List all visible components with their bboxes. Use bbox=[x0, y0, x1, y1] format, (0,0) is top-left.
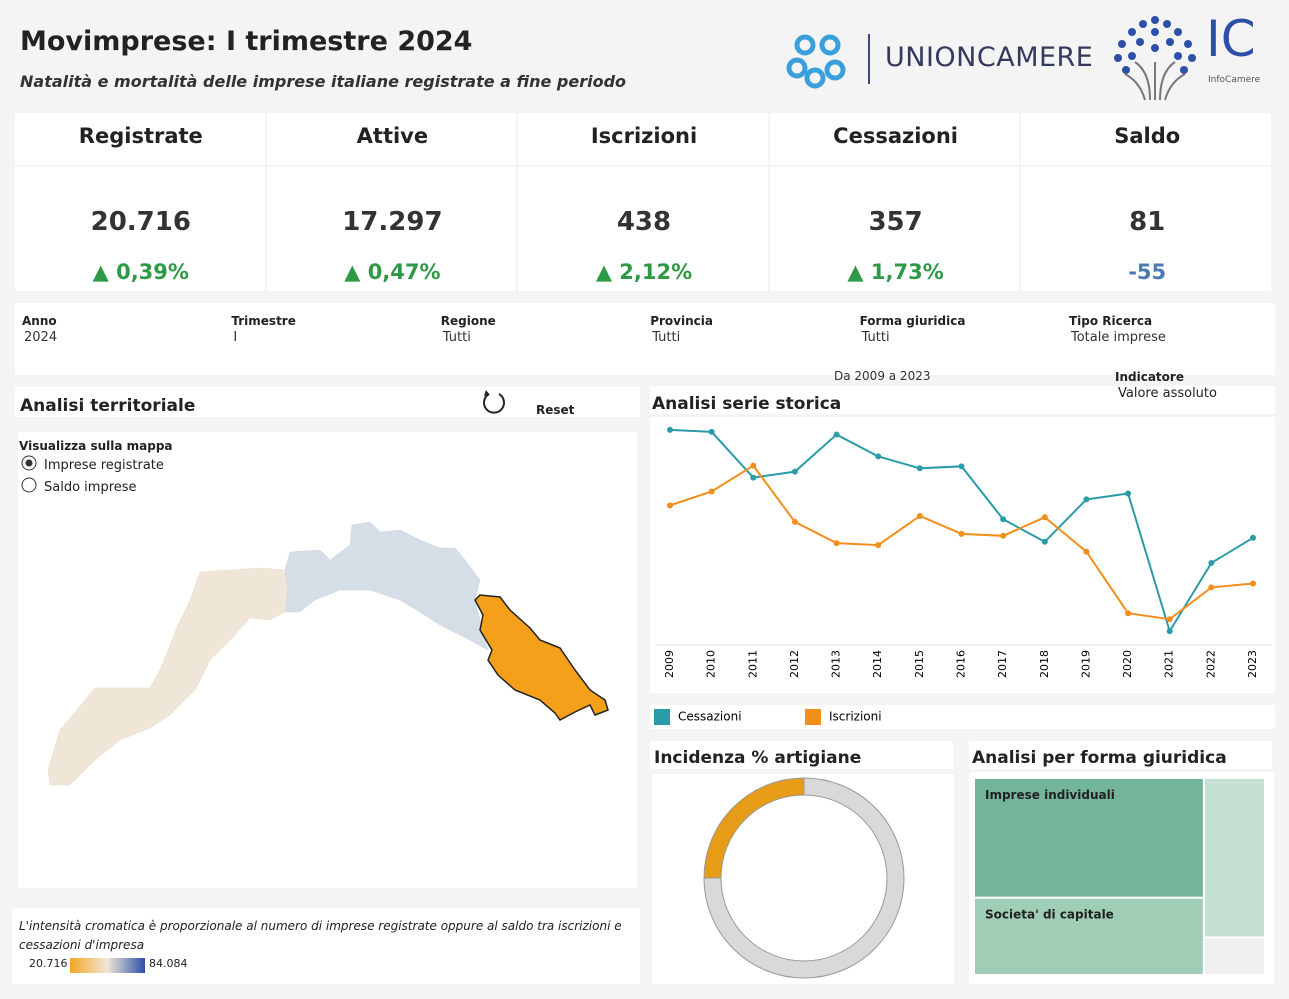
kpi-change-value: 0,47% bbox=[367, 260, 441, 284]
map-note: L'intensità cromatica è proporzionale al… bbox=[19, 919, 622, 952]
line-header bbox=[650, 386, 1275, 414]
filter-value: Tutti bbox=[442, 330, 471, 345]
treemap-title: Analisi per forma giuridica bbox=[972, 748, 1227, 768]
kpi-change-value: 2,12% bbox=[619, 260, 693, 284]
kpi-label: Saldo bbox=[1114, 124, 1181, 148]
filter-label: Trimestre bbox=[231, 314, 296, 328]
kpi-change: ▲ 0,39% bbox=[15, 260, 267, 284]
kpi-value-cell bbox=[518, 167, 768, 291]
map-option[interactable]: Imprese registrate bbox=[44, 458, 164, 473]
map-title: Analisi territoriale bbox=[20, 396, 196, 416]
title: Movimprese: I trimestre 2024 bbox=[20, 26, 473, 57]
kpi-label: Registrate bbox=[78, 124, 203, 148]
treemap-header bbox=[969, 741, 1272, 769]
reset-icon[interactable] bbox=[480, 388, 508, 416]
up-arrow: ▲ bbox=[344, 260, 368, 284]
kpi-change: -55 bbox=[1021, 260, 1273, 284]
line-panel bbox=[650, 417, 1275, 693]
kpi-value: 20.716 bbox=[90, 207, 191, 237]
kpi-header-cell bbox=[769, 113, 1020, 165]
kpi-value: 357 bbox=[868, 207, 923, 237]
radio-dot bbox=[25, 459, 33, 467]
kpi-change-value: 1,73% bbox=[870, 260, 944, 284]
up-arrow: ▲ bbox=[92, 260, 117, 284]
logo-divider bbox=[868, 34, 870, 84]
map-option[interactable]: Saldo imprese bbox=[44, 480, 137, 495]
map-panel bbox=[18, 432, 637, 888]
kpi-value-cell bbox=[769, 167, 1020, 291]
period: Da 2009 a 2023 bbox=[834, 369, 931, 383]
reset-button[interactable]: Reset bbox=[536, 403, 575, 417]
filter-value: Tutti bbox=[861, 330, 890, 345]
logo-mark bbox=[786, 34, 846, 89]
filter-value: Totale imprese bbox=[1071, 330, 1166, 345]
logo-ic: IC bbox=[1206, 10, 1256, 68]
kpi-header-cell bbox=[518, 113, 768, 165]
filter-label: Provincia bbox=[650, 314, 713, 328]
kpi-value: 81 bbox=[1129, 207, 1166, 237]
radio-group bbox=[21, 455, 37, 493]
kpi-label: Attive bbox=[356, 124, 429, 148]
kpi-change: ▲ 2,12% bbox=[518, 260, 770, 284]
radio[interactable] bbox=[21, 477, 37, 493]
map-options-title: Visualizza sulla mappa bbox=[19, 439, 173, 453]
kpi-label: Iscrizioni bbox=[590, 124, 698, 148]
filter-label: Tipo Ricerca bbox=[1069, 314, 1153, 328]
kpi-change: ▲ 1,73% bbox=[770, 260, 1022, 284]
filter-label: Forma giuridica bbox=[859, 314, 966, 328]
kpi-value-cell bbox=[266, 167, 517, 291]
legend-max: 84.084 bbox=[149, 957, 188, 970]
kpi-value: 438 bbox=[616, 207, 672, 237]
kpi-change-value: -55 bbox=[1128, 260, 1167, 284]
kpi-change-value: 0,39% bbox=[116, 260, 189, 284]
logo-tree bbox=[1114, 16, 1196, 101]
subtitle: Natalità e mortalità delle imprese itali… bbox=[20, 72, 627, 91]
kpi-value: 17.297 bbox=[342, 207, 443, 237]
legend-gradient bbox=[70, 958, 145, 973]
pie-panel bbox=[652, 774, 954, 984]
kpi-value-cell bbox=[15, 167, 265, 291]
kpi-label: Cessazioni bbox=[833, 124, 958, 148]
logo-ic-sub: InfoCamere bbox=[1208, 75, 1261, 85]
line-title: Analisi serie storica bbox=[652, 394, 842, 414]
kpi-value-cell bbox=[1021, 167, 1271, 291]
indicator-label: Indicatore bbox=[1115, 370, 1184, 384]
filter-bar bbox=[15, 303, 1275, 375]
treemap-panel bbox=[969, 772, 1274, 984]
filter-label: Anno bbox=[22, 314, 57, 328]
filter-value: Tutti bbox=[652, 330, 681, 345]
filter-value: I bbox=[233, 330, 238, 345]
filter-label: Regione bbox=[440, 314, 496, 328]
logo-text: UNIONCAMERE bbox=[885, 42, 1094, 73]
up-arrow: ▲ bbox=[847, 260, 871, 284]
kpi-header-cell bbox=[15, 113, 265, 165]
indicator-value: Valore assoluto bbox=[1118, 386, 1217, 401]
map-header bbox=[15, 387, 640, 417]
filter-value: 2024 bbox=[24, 330, 58, 345]
kpi-header-cell bbox=[1021, 113, 1271, 165]
up-arrow: ▲ bbox=[595, 260, 620, 284]
pie-title: Incidenza % artigiane bbox=[654, 748, 862, 768]
legend-min: 20.716 bbox=[29, 957, 68, 970]
pie-header bbox=[650, 741, 953, 769]
line-legend-panel bbox=[650, 705, 1275, 729]
kpi-header-cell bbox=[266, 113, 517, 165]
kpi-change: ▲ 0,47% bbox=[267, 260, 519, 284]
